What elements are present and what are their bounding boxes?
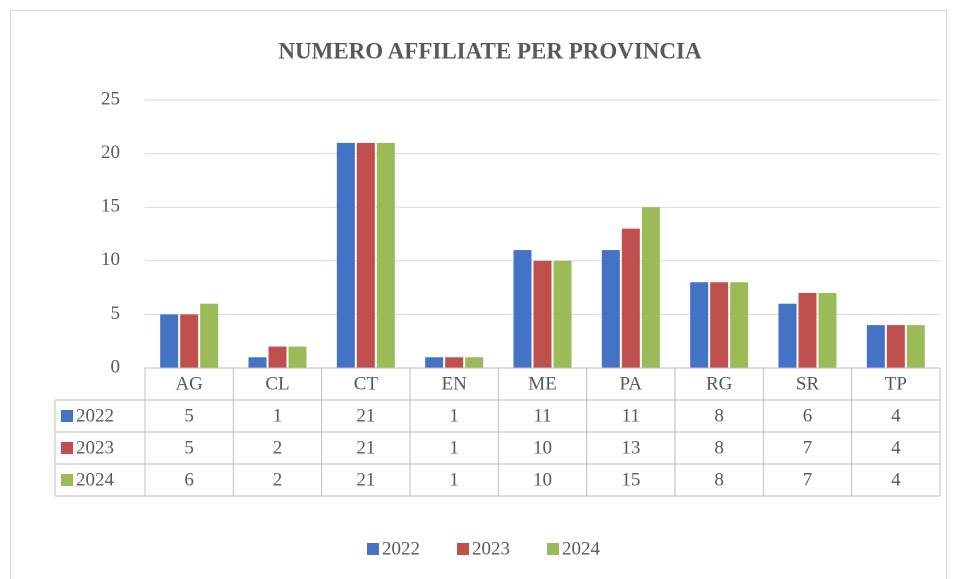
table-value: 4 — [891, 405, 901, 426]
x-tick-label: EN — [442, 373, 468, 394]
bar — [906, 325, 925, 368]
y-tick-label: 25 — [101, 88, 120, 109]
bar — [690, 282, 709, 368]
table-value: 1 — [449, 469, 459, 490]
x-tick-label: AG — [175, 373, 203, 394]
table-value: 4 — [891, 469, 901, 490]
table-value: 21 — [356, 469, 375, 490]
legend-label: 2023 — [472, 538, 510, 559]
table-legend-key — [61, 442, 73, 454]
table-series-name: 2022 — [76, 405, 114, 426]
bar — [886, 325, 905, 368]
y-tick-label: 0 — [111, 356, 121, 377]
bar — [336, 142, 355, 368]
bar — [818, 292, 837, 368]
table-value: 2 — [273, 469, 283, 490]
table-value: 11 — [622, 405, 640, 426]
table-value: 15 — [621, 469, 640, 490]
table-series-name: 2023 — [76, 437, 114, 458]
bar — [160, 314, 179, 368]
bar — [200, 303, 219, 368]
bar — [798, 292, 817, 368]
bar — [288, 346, 307, 368]
table-value: 10 — [533, 437, 552, 458]
bar — [710, 282, 729, 368]
y-tick-label: 20 — [101, 142, 120, 163]
bar — [356, 142, 375, 368]
chart-title: NUMERO AFFILIATE PER PROVINCIA — [278, 38, 702, 63]
table-value: 7 — [803, 437, 813, 458]
chart-border — [10, 10, 947, 579]
bar — [248, 357, 267, 368]
bar — [180, 314, 199, 368]
table-value: 7 — [803, 469, 813, 490]
bar — [425, 357, 444, 368]
legend-key — [457, 543, 469, 555]
y-tick-label: 10 — [101, 249, 120, 270]
table-value: 8 — [714, 469, 724, 490]
table-value: 8 — [714, 405, 724, 426]
y-tick-label: 15 — [101, 196, 120, 217]
table-value: 5 — [184, 437, 194, 458]
table-value: 5 — [184, 405, 194, 426]
table-value: 8 — [714, 437, 724, 458]
table-legend-key — [61, 474, 73, 486]
x-tick-label: PA — [620, 373, 643, 394]
table-value: 6 — [803, 405, 813, 426]
x-tick-label: CL — [265, 373, 289, 394]
bar — [533, 260, 552, 368]
x-tick-label: ME — [528, 373, 557, 394]
x-tick-label: RG — [706, 373, 733, 394]
x-tick-label: CT — [354, 373, 379, 394]
table-value: 11 — [533, 405, 551, 426]
table-value: 6 — [184, 469, 194, 490]
table-value: 1 — [449, 405, 459, 426]
bar — [268, 346, 287, 368]
x-tick-label: TP — [885, 373, 907, 394]
table-value: 21 — [356, 437, 375, 458]
bar — [376, 142, 395, 368]
table-legend-key — [61, 410, 73, 422]
table-series-name: 2024 — [76, 469, 115, 490]
bar — [866, 325, 885, 368]
legend-key — [547, 543, 559, 555]
table-value: 4 — [891, 437, 901, 458]
table-value: 2 — [273, 437, 283, 458]
legend-key — [367, 543, 379, 555]
bar — [730, 282, 749, 368]
bar — [621, 228, 640, 368]
bar — [513, 250, 532, 368]
legend-label: 2022 — [382, 538, 420, 559]
legend-label: 2024 — [562, 538, 601, 559]
bar — [553, 260, 572, 368]
y-tick-label: 5 — [111, 303, 121, 324]
table-value: 1 — [449, 437, 459, 458]
bar — [601, 250, 620, 368]
bar — [778, 303, 797, 368]
bar — [465, 357, 484, 368]
table-value: 1 — [273, 405, 283, 426]
table-value: 10 — [533, 469, 552, 490]
bar — [445, 357, 464, 368]
table-value: 21 — [356, 405, 375, 426]
bar — [641, 207, 660, 368]
table-value: 13 — [621, 437, 640, 458]
x-tick-label: SR — [796, 373, 820, 394]
